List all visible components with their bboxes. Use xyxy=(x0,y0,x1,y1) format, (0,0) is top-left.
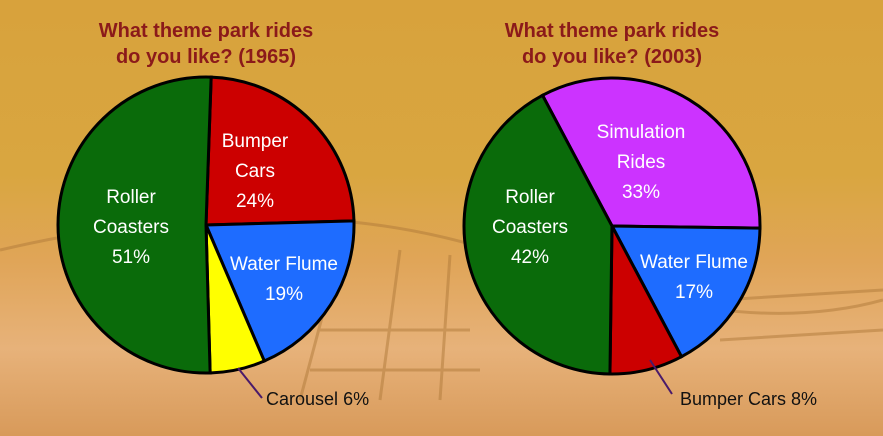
chart-title: What theme park rides do you like? (1965… xyxy=(46,18,366,70)
slice-value: 8% xyxy=(791,389,817,409)
slice-value: 51% xyxy=(76,243,186,273)
chart-title: What theme park rides do you like? (2003… xyxy=(452,18,772,70)
slice-value: 33% xyxy=(586,178,696,208)
slice-name: Bumper Cars xyxy=(680,389,786,409)
slice-label: Carousel 6% xyxy=(266,389,369,410)
slice-name: Bumper Cars xyxy=(200,127,310,187)
slice-value: 19% xyxy=(229,280,339,310)
slice-name: Roller Coasters xyxy=(475,183,585,243)
slice-name: Water Flume xyxy=(639,248,749,278)
slice-label: Bumper Cars 8% xyxy=(680,389,817,410)
slice-value: 42% xyxy=(475,243,585,273)
slice-name: Simulation Rides xyxy=(586,118,696,178)
slice-value: 17% xyxy=(639,278,749,308)
slice-name: Water Flume xyxy=(229,250,339,280)
leader-line xyxy=(238,368,262,398)
slice-value: 24% xyxy=(200,187,310,217)
slice-value: 6% xyxy=(343,389,369,409)
slice-name: Roller Coasters xyxy=(76,183,186,243)
page: What theme park rides do you like? (1965… xyxy=(0,0,883,436)
slice-name: Carousel xyxy=(266,389,338,409)
